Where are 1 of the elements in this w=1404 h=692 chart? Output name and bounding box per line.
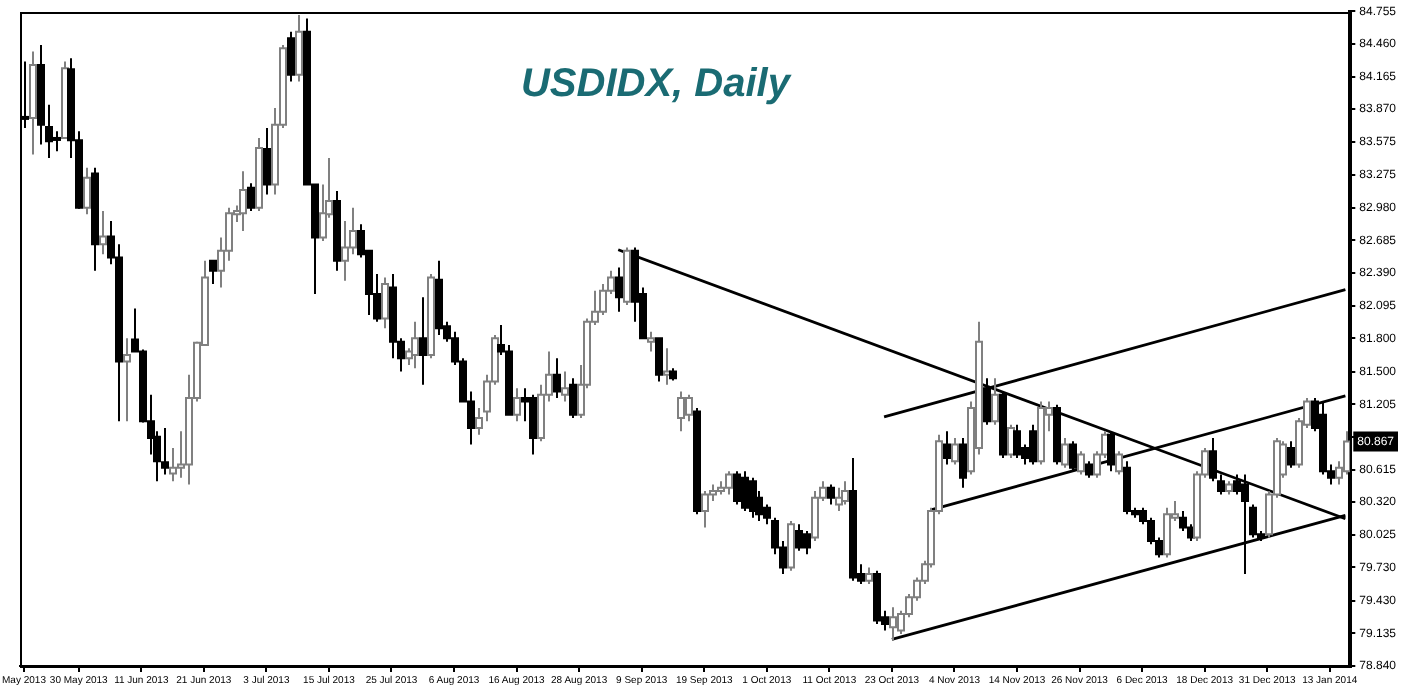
text: USDIDX, Daily — [520, 62, 792, 107]
